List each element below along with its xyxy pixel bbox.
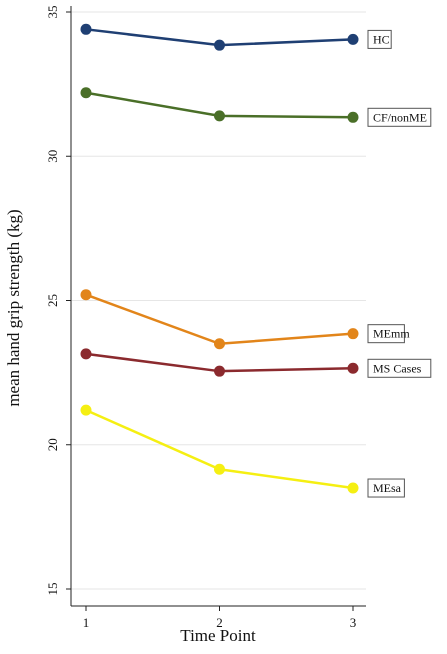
series-label-box bbox=[367, 478, 405, 498]
data-point bbox=[214, 338, 225, 350]
y-tick-label: 30 bbox=[45, 150, 60, 163]
series-label: CF/nonME bbox=[373, 110, 427, 124]
data-point bbox=[80, 289, 92, 301]
data-point bbox=[214, 463, 225, 475]
series-label: MEmm bbox=[373, 327, 410, 341]
y-tick-label: 25 bbox=[45, 294, 60, 307]
x-axis-title: Time Point bbox=[180, 626, 256, 645]
series-label-box bbox=[367, 358, 432, 378]
data-point bbox=[347, 33, 359, 45]
data-point bbox=[80, 87, 92, 99]
y-axis-title: mean hand grip strength (kg) bbox=[4, 209, 23, 406]
data-point bbox=[214, 365, 225, 377]
series-label-box bbox=[367, 324, 405, 344]
axes bbox=[70, 6, 366, 607]
x-tick-label: 2 bbox=[216, 615, 223, 630]
gridlines bbox=[71, 11, 366, 590]
series-label-box bbox=[367, 107, 432, 127]
data-point bbox=[80, 348, 92, 360]
y-tick-label: 20 bbox=[45, 438, 60, 451]
y-tick-label: 15 bbox=[45, 583, 60, 596]
series-label: HC bbox=[373, 32, 390, 46]
series-lines bbox=[80, 23, 359, 494]
x-tick-label: 3 bbox=[350, 615, 357, 630]
data-point bbox=[347, 111, 359, 123]
series-labels: HC CF/nonME MEmm MS Cases MEsa bbox=[367, 29, 432, 498]
series-label: MEsa bbox=[373, 481, 402, 495]
x-tick-label: 1 bbox=[83, 615, 90, 630]
data-point bbox=[347, 328, 359, 340]
data-point bbox=[214, 39, 225, 51]
data-point bbox=[347, 362, 359, 374]
data-point bbox=[80, 404, 92, 416]
data-point bbox=[214, 110, 225, 122]
y-tick-label: 35 bbox=[45, 6, 60, 19]
x-ticks: 1 2 3 bbox=[83, 606, 357, 630]
y-ticks: 15 20 25 30 35 bbox=[45, 6, 71, 596]
data-point bbox=[80, 23, 92, 35]
series-label-box bbox=[367, 29, 392, 49]
series-label: MS Cases bbox=[373, 361, 422, 375]
data-point bbox=[347, 482, 359, 494]
